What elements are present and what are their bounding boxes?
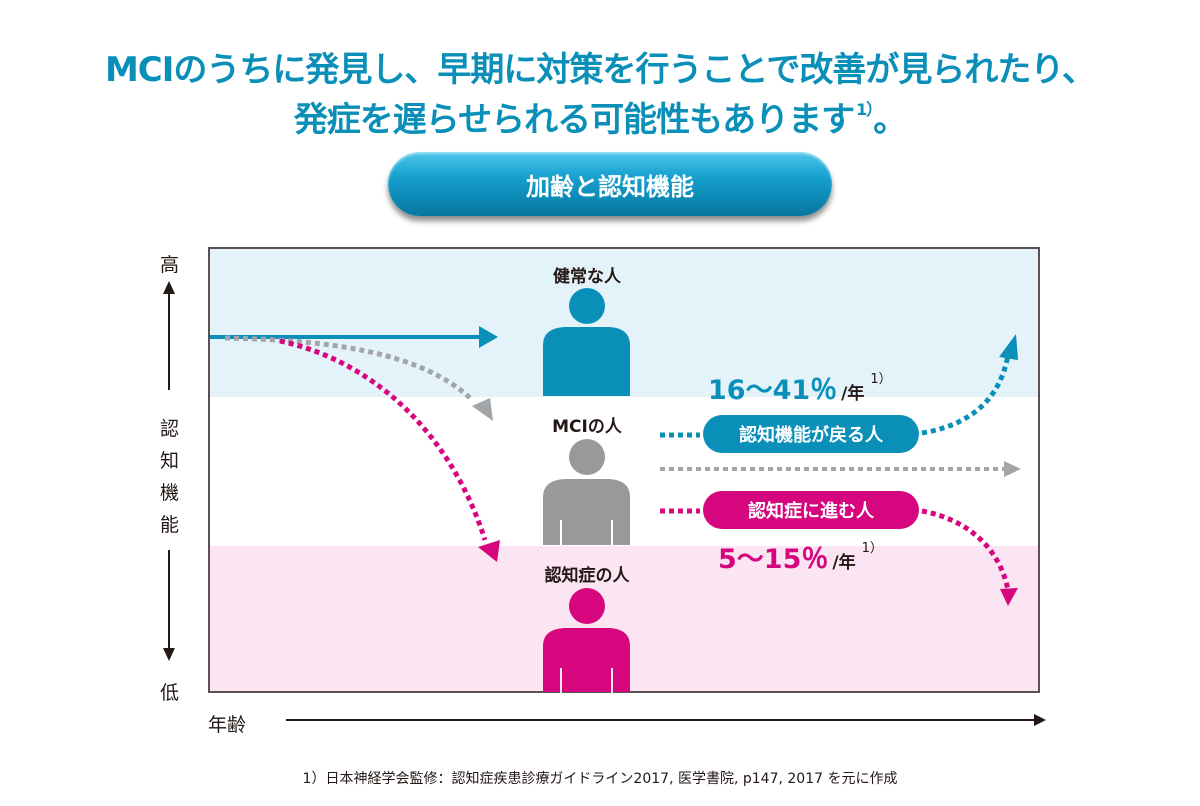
- mci-person-label: MCIの人: [552, 417, 622, 437]
- headline-line-2-text: 発症を遅らせられる可能性もあります: [293, 100, 855, 140]
- chart-area: [208, 247, 1040, 693]
- recover-rate-reference: 1）: [870, 372, 892, 387]
- progress-path: [921, 508, 1011, 591]
- headline-reference: 1）: [856, 100, 874, 119]
- healthy-person-label: 健常な人: [553, 267, 621, 287]
- healthy-arrowhead-icon: [479, 326, 498, 348]
- y-axis-down-arrowhead-icon: [163, 648, 175, 661]
- recover-path: [921, 354, 1011, 436]
- recover-arrowhead-icon: [999, 334, 1018, 360]
- progress-rate-value: 5〜15％: [718, 544, 829, 575]
- dementia-person-icon: [543, 588, 630, 693]
- y-axis-up-arrowhead-icon: [163, 281, 175, 294]
- y-axis-label-char: 知: [160, 450, 180, 472]
- progress-label-pill: 認知症に進む人: [703, 491, 919, 529]
- y-axis-low-label: 低: [160, 682, 180, 704]
- progress-rate: 5〜15％/年 1）: [718, 537, 883, 576]
- y-axis-high-label: 高: [160, 254, 180, 276]
- mci-person-icon: [543, 439, 630, 546]
- x-axis-label: 年齢: [208, 714, 247, 736]
- x-axis-arrowhead-icon: [1034, 714, 1046, 726]
- recover-rate-value: 16〜41％: [708, 375, 838, 406]
- mci-decline-path: [224, 335, 472, 400]
- y-axis-label-char: 認: [160, 418, 180, 440]
- progress-rate-reference: 1）: [861, 541, 883, 556]
- recover-rate-unit: /年: [841, 384, 865, 404]
- diagram-title: 加齢と認知機能: [388, 152, 832, 216]
- footnote: 1）日本神経学会監修：認知症疾患診療ガイドライン2017, 医学書院, p147…: [302, 771, 898, 787]
- dementia-decline-path: [279, 338, 488, 541]
- mci-stay-arrowhead-icon: [1004, 461, 1021, 477]
- headline-line-2: 発症を遅らせられる可能性もあります 1）。: [0, 92, 1200, 141]
- dementia-arrowhead-icon: [478, 540, 500, 562]
- progress-arrowhead-icon: [1000, 588, 1018, 606]
- recover-rate: 16〜41％/年 1）: [708, 368, 892, 407]
- mci-arrowhead-icon: [472, 398, 493, 421]
- progress-rate-unit: /年: [832, 553, 856, 573]
- headline-period: 。: [873, 100, 907, 140]
- y-axis-label-char: 能: [160, 514, 180, 536]
- recover-label-pill: 認知機能が戻る人: [703, 415, 919, 453]
- y-axis-label-char: 機: [160, 482, 180, 504]
- headline-line-1: MCIのうちに発見し、早期に対策を行うことで改善が見られたり、: [104, 50, 1096, 90]
- dementia-person-label: 認知症の人: [544, 566, 630, 586]
- healthy-person-icon: [543, 288, 630, 396]
